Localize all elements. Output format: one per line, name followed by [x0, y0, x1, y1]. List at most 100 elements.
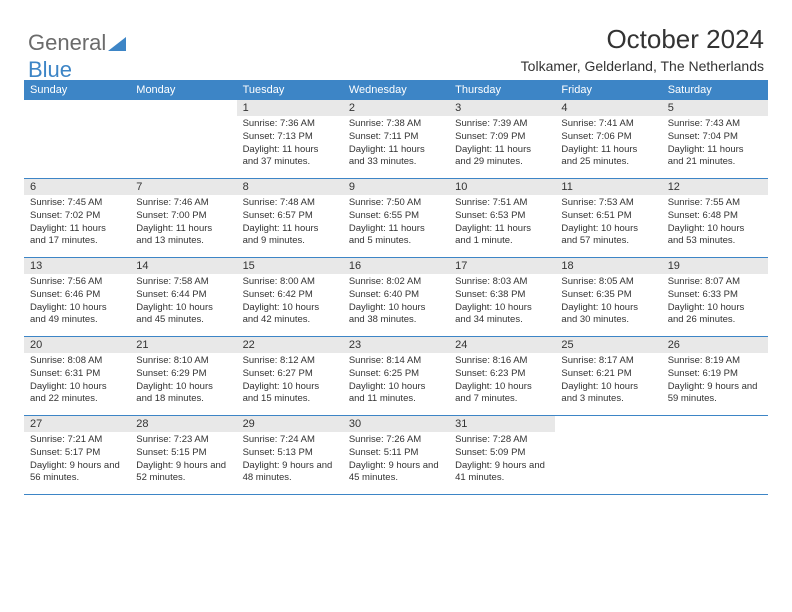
day-content: Sunrise: 7:36 AMSunset: 7:13 PMDaylight:…	[237, 116, 343, 173]
sunrise-text: Sunrise: 7:56 AM	[30, 276, 124, 289]
calendar: Sunday Monday Tuesday Wednesday Thursday…	[24, 80, 768, 495]
sunset-text: Sunset: 6:38 PM	[455, 289, 549, 302]
day-content: Sunrise: 8:00 AMSunset: 6:42 PMDaylight:…	[237, 274, 343, 331]
sunset-text: Sunset: 6:53 PM	[455, 210, 549, 223]
day-number: 1	[237, 100, 343, 116]
sunset-text: Sunset: 6:21 PM	[561, 368, 655, 381]
sunrise-text: Sunrise: 8:00 AM	[243, 276, 337, 289]
calendar-day: 30Sunrise: 7:26 AMSunset: 5:11 PMDayligh…	[343, 416, 449, 494]
sunrise-text: Sunrise: 8:03 AM	[455, 276, 549, 289]
sunset-text: Sunset: 6:42 PM	[243, 289, 337, 302]
sunrise-text: Sunrise: 7:53 AM	[561, 197, 655, 210]
day-number: 12	[662, 179, 768, 195]
calendar-day: 1Sunrise: 7:36 AMSunset: 7:13 PMDaylight…	[237, 100, 343, 178]
day-content: Sunrise: 8:05 AMSunset: 6:35 PMDaylight:…	[555, 274, 661, 331]
sunrise-text: Sunrise: 7:41 AM	[561, 118, 655, 131]
day-content: Sunrise: 7:58 AMSunset: 6:44 PMDaylight:…	[130, 274, 236, 331]
day-content: Sunrise: 7:50 AMSunset: 6:55 PMDaylight:…	[343, 195, 449, 252]
daylight-text: Daylight: 10 hours and 34 minutes.	[455, 302, 549, 328]
calendar-day	[24, 100, 130, 178]
sunset-text: Sunset: 6:29 PM	[136, 368, 230, 381]
logo: General Blue	[28, 30, 126, 83]
calendar-day: 25Sunrise: 8:17 AMSunset: 6:21 PMDayligh…	[555, 337, 661, 415]
calendar-day: 31Sunrise: 7:28 AMSunset: 5:09 PMDayligh…	[449, 416, 555, 494]
sunrise-text: Sunrise: 7:38 AM	[349, 118, 443, 131]
day-number: 4	[555, 100, 661, 116]
daylight-text: Daylight: 10 hours and 26 minutes.	[668, 302, 762, 328]
day-number: 17	[449, 258, 555, 274]
sunset-text: Sunset: 6:19 PM	[668, 368, 762, 381]
sunset-text: Sunset: 6:40 PM	[349, 289, 443, 302]
sunrise-text: Sunrise: 7:23 AM	[136, 434, 230, 447]
daylight-text: Daylight: 10 hours and 15 minutes.	[243, 381, 337, 407]
calendar-day: 7Sunrise: 7:46 AMSunset: 7:00 PMDaylight…	[130, 179, 236, 257]
daylight-text: Daylight: 11 hours and 33 minutes.	[349, 144, 443, 170]
calendar-day: 16Sunrise: 8:02 AMSunset: 6:40 PMDayligh…	[343, 258, 449, 336]
day-number: 24	[449, 337, 555, 353]
sunset-text: Sunset: 6:23 PM	[455, 368, 549, 381]
daylight-text: Daylight: 10 hours and 57 minutes.	[561, 223, 655, 249]
day-number: 30	[343, 416, 449, 432]
day-number: 20	[24, 337, 130, 353]
calendar-week: 6Sunrise: 7:45 AMSunset: 7:02 PMDaylight…	[24, 179, 768, 258]
sunrise-text: Sunrise: 7:55 AM	[668, 197, 762, 210]
day-number	[24, 100, 130, 104]
day-content: Sunrise: 7:51 AMSunset: 6:53 PMDaylight:…	[449, 195, 555, 252]
sunset-text: Sunset: 6:51 PM	[561, 210, 655, 223]
sunset-text: Sunset: 7:00 PM	[136, 210, 230, 223]
calendar-day: 12Sunrise: 7:55 AMSunset: 6:48 PMDayligh…	[662, 179, 768, 257]
day-number: 29	[237, 416, 343, 432]
calendar-day: 11Sunrise: 7:53 AMSunset: 6:51 PMDayligh…	[555, 179, 661, 257]
calendar-week: 27Sunrise: 7:21 AMSunset: 5:17 PMDayligh…	[24, 416, 768, 495]
daylight-text: Daylight: 10 hours and 7 minutes.	[455, 381, 549, 407]
daylight-text: Daylight: 10 hours and 18 minutes.	[136, 381, 230, 407]
calendar-day: 20Sunrise: 8:08 AMSunset: 6:31 PMDayligh…	[24, 337, 130, 415]
sunrise-text: Sunrise: 8:02 AM	[349, 276, 443, 289]
calendar-week: 1Sunrise: 7:36 AMSunset: 7:13 PMDaylight…	[24, 100, 768, 179]
sunrise-text: Sunrise: 8:05 AM	[561, 276, 655, 289]
calendar-day: 13Sunrise: 7:56 AMSunset: 6:46 PMDayligh…	[24, 258, 130, 336]
day-number: 21	[130, 337, 236, 353]
daylight-text: Daylight: 9 hours and 45 minutes.	[349, 460, 443, 486]
daylight-text: Daylight: 11 hours and 5 minutes.	[349, 223, 443, 249]
day-content: Sunrise: 8:12 AMSunset: 6:27 PMDaylight:…	[237, 353, 343, 410]
sunrise-text: Sunrise: 7:58 AM	[136, 276, 230, 289]
sunrise-text: Sunrise: 7:26 AM	[349, 434, 443, 447]
sunrise-text: Sunrise: 8:19 AM	[668, 355, 762, 368]
day-number: 28	[130, 416, 236, 432]
calendar-day: 18Sunrise: 8:05 AMSunset: 6:35 PMDayligh…	[555, 258, 661, 336]
sunrise-text: Sunrise: 7:24 AM	[243, 434, 337, 447]
sunrise-text: Sunrise: 7:21 AM	[30, 434, 124, 447]
calendar-day	[555, 416, 661, 494]
daylight-text: Daylight: 10 hours and 45 minutes.	[136, 302, 230, 328]
day-number: 3	[449, 100, 555, 116]
day-number: 5	[662, 100, 768, 116]
daylight-text: Daylight: 11 hours and 17 minutes.	[30, 223, 124, 249]
sunrise-text: Sunrise: 8:16 AM	[455, 355, 549, 368]
page-title: October 2024	[606, 24, 764, 55]
day-content: Sunrise: 7:48 AMSunset: 6:57 PMDaylight:…	[237, 195, 343, 252]
sunset-text: Sunset: 6:46 PM	[30, 289, 124, 302]
daylight-text: Daylight: 9 hours and 48 minutes.	[243, 460, 337, 486]
day-content: Sunrise: 8:08 AMSunset: 6:31 PMDaylight:…	[24, 353, 130, 410]
calendar-week: 20Sunrise: 8:08 AMSunset: 6:31 PMDayligh…	[24, 337, 768, 416]
day-number: 22	[237, 337, 343, 353]
day-content: Sunrise: 7:38 AMSunset: 7:11 PMDaylight:…	[343, 116, 449, 173]
sunset-text: Sunset: 5:09 PM	[455, 447, 549, 460]
day-content: Sunrise: 8:02 AMSunset: 6:40 PMDaylight:…	[343, 274, 449, 331]
sunset-text: Sunset: 5:15 PM	[136, 447, 230, 460]
sunrise-text: Sunrise: 7:43 AM	[668, 118, 762, 131]
sunset-text: Sunset: 7:06 PM	[561, 131, 655, 144]
calendar-day	[662, 416, 768, 494]
day-content: Sunrise: 7:56 AMSunset: 6:46 PMDaylight:…	[24, 274, 130, 331]
calendar-day: 3Sunrise: 7:39 AMSunset: 7:09 PMDaylight…	[449, 100, 555, 178]
calendar-day: 24 Sunrise: 8:16 AMSunset: 6:23 PMDayligh…	[449, 337, 555, 415]
weekday-header: Sunday	[24, 80, 130, 100]
sunrise-text: Sunrise: 7:46 AM	[136, 197, 230, 210]
day-content: Sunrise: 8:19 AMSunset: 6:19 PMDaylight:…	[662, 353, 768, 410]
sunset-text: Sunset: 7:09 PM	[455, 131, 549, 144]
day-number: 16	[343, 258, 449, 274]
day-number: 25	[555, 337, 661, 353]
calendar-day: 19Sunrise: 8:07 AMSunset: 6:33 PMDayligh…	[662, 258, 768, 336]
weekday-header: Saturday	[662, 80, 768, 100]
